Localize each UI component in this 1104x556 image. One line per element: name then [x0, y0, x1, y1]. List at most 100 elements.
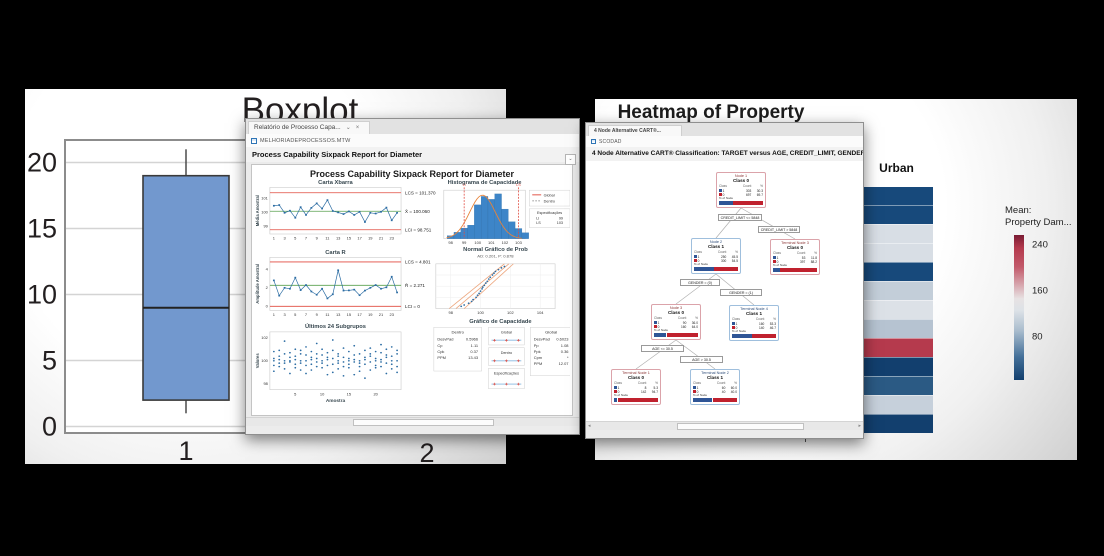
svg-text:99: 99 [462, 241, 466, 245]
heatmap-cell [860, 224, 933, 243]
window-footer [586, 430, 863, 438]
node-name: Node 1 [734, 174, 748, 178]
svg-text:15: 15 [27, 214, 57, 244]
svg-text:3: 3 [283, 237, 285, 241]
svg-text:4: 4 [266, 268, 269, 272]
svg-text:103: 103 [557, 221, 563, 225]
svg-text:PPM: PPM [437, 356, 446, 360]
heatmap-cell [860, 281, 933, 300]
svg-text:99: 99 [263, 225, 267, 229]
svg-text:Dentro: Dentro [544, 200, 555, 204]
tree-content: CREDIT_LIMIT <= 5848 CREDIT_LIMIT > 5848 G… [586, 161, 863, 421]
svg-text:102: 102 [261, 336, 268, 340]
tree-node[interactable]: Terminal Node 4 Class 1 Class Count% 1 160 53.… [729, 305, 779, 341]
worksheet-name: MELHORIADEPROCESSOS.MTW [260, 137, 351, 144]
tree-split-label: AGE > 30.5 [680, 356, 723, 363]
report-title: Process Capability Sixpack Report for Di… [309, 169, 515, 179]
svg-text:LI: LI [536, 217, 539, 221]
heatmap-cell [860, 300, 933, 319]
legend-title-line1: Mean: [1005, 205, 1032, 216]
svg-text:1.11: 1.11 [471, 344, 478, 348]
tree-node[interactable]: Terminal Node 3 Class 0 Class Count% 1 53 11.8… [770, 239, 820, 275]
tab-cart-classification[interactable]: 4 Node Alternative CART®... [588, 125, 682, 136]
node-class: Class 0 [732, 178, 750, 184]
svg-text:LCI = 98.751: LCI = 98.751 [405, 227, 432, 232]
svg-text:Global: Global [545, 329, 557, 334]
horizontal-scrollbar[interactable] [246, 417, 579, 426]
node-name: Terminal Node 4 [740, 307, 768, 311]
scrollbar-thumb[interactable] [677, 423, 805, 430]
svg-text:R̄ = 2.271: R̄ = 2.271 [405, 282, 425, 287]
svg-text:99: 99 [559, 217, 563, 221]
chevron-down-icon[interactable]: ⌄ [345, 125, 351, 131]
heatmap-column [860, 187, 933, 433]
svg-text:101: 101 [261, 196, 268, 200]
heatmap-cell [860, 205, 933, 224]
tree-node[interactable]: Terminal Node 2 Class 1 Class Count% 1 60 60.0… [690, 369, 740, 405]
svg-text:Pp: Pp [534, 344, 539, 348]
svg-text:0: 0 [42, 412, 57, 442]
svg-text:Cpk: Cpk [437, 350, 444, 354]
scroll-right-icon[interactable]: ▸ [858, 423, 861, 429]
svg-text:Global: Global [501, 330, 512, 334]
svg-text:98: 98 [448, 241, 452, 245]
svg-text:100: 100 [474, 241, 481, 245]
tab-label: Relatório de Processo Capa... [254, 124, 341, 131]
heatmap-cell [860, 414, 933, 433]
svg-text:5: 5 [294, 313, 296, 317]
svg-text:*: * [567, 356, 569, 360]
heatmap-column-header: Urban [879, 161, 914, 175]
node-footer: % of Node [693, 393, 708, 398]
node-table: Class Count% 1 90 36.0 0 160 64.0 [654, 316, 698, 329]
close-icon[interactable]: × [355, 125, 360, 131]
svg-text:Ppk: Ppk [534, 350, 541, 354]
panel-collapse-button[interactable]: ⌄ [565, 154, 576, 165]
node-table: Class Count% 1 8 5.3 0 142 94.7 [614, 381, 658, 394]
heatmap-cell [860, 243, 933, 262]
node-class-bar [614, 398, 658, 403]
tree-node[interactable]: Node 3 Class 0 Class Count% 1 90 36.0 0 160 64.0%… [651, 304, 701, 340]
svg-text:LS: LS [516, 183, 521, 187]
svg-text:Gráfico de Capacidade: Gráfico de Capacidade [469, 319, 531, 325]
svg-text:LCI = 0: LCI = 0 [405, 304, 420, 309]
scroll-left-icon[interactable]: ◂ [588, 423, 591, 429]
scrollbar-thumb[interactable] [352, 419, 495, 426]
tree-node[interactable]: Node 1 Class 0 Class Count% 1 303 30.3 0 697 69.7… [716, 172, 766, 208]
tree-node[interactable]: Terminal Node 1 Class 0 Class Count% 1 8 5.3 0 1… [611, 369, 661, 405]
svg-text:Global: Global [544, 193, 555, 197]
node-footer: % of Node [719, 196, 734, 201]
node-class: Class 1 [707, 244, 725, 250]
node-footer: % of Node [614, 393, 629, 398]
minitab-capability-window: Relatório de Processo Capa... ⌄ × MELHORIA… [245, 118, 580, 435]
svg-text:15: 15 [347, 237, 351, 241]
heatmap-cell [860, 262, 933, 281]
node-class-bar [693, 398, 737, 403]
heatmap-cell [860, 187, 933, 205]
cart-tree-window: 4 Node Alternative CART®... SCODAD 4 Nod… [585, 122, 864, 439]
svg-text:Carta R: Carta R [325, 250, 345, 256]
svg-text:Cp: Cp [437, 344, 442, 348]
svg-text:104: 104 [537, 311, 545, 315]
heatmap-cell [860, 357, 933, 376]
svg-text:98: 98 [449, 311, 453, 315]
svg-text:Média Amostral: Média Amostral [255, 195, 260, 226]
svg-text:X̄ = 100.060: X̄ = 100.060 [405, 208, 430, 213]
svg-text:2: 2 [419, 438, 434, 464]
svg-text:19: 19 [368, 237, 372, 241]
svg-text:1: 1 [178, 436, 193, 464]
output-heading: 4 Node Alternative CART® Classification:… [592, 150, 863, 157]
tree-node[interactable]: Node 2 Class 1 Class Count% 1 250 45.5 0 300 54.5… [691, 238, 741, 274]
svg-text:9: 9 [316, 237, 318, 241]
svg-text:21: 21 [379, 313, 383, 317]
worksheet-name: SCODAD [599, 138, 622, 145]
horizontal-scrollbar[interactable]: ◂ ▸ [586, 421, 863, 431]
svg-text:LI: LI [463, 183, 466, 187]
svg-text:Amplitude Amostral: Amplitude Amostral [255, 264, 260, 304]
heatmap-cell [860, 395, 933, 414]
svg-text:DesvPad: DesvPad [437, 338, 453, 342]
node-class: Class 0 [786, 245, 804, 251]
svg-text:98: 98 [263, 382, 267, 386]
tab-relatorio-processo[interactable]: Relatório de Processo Capa... ⌄ × [248, 121, 370, 134]
svg-text:21: 21 [379, 237, 383, 241]
svg-text:20: 20 [373, 392, 377, 396]
